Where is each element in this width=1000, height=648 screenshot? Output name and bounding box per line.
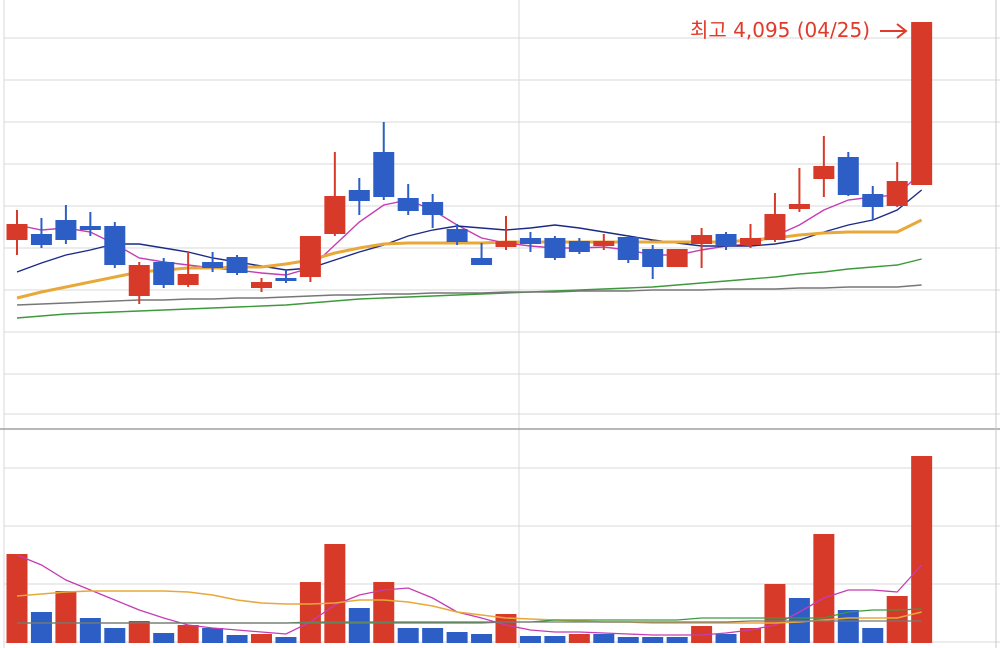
volume-bar: [128, 621, 150, 643]
volume-bar: [740, 628, 761, 643]
candle-body: [617, 237, 639, 260]
volume-bar: [422, 628, 444, 643]
candle-body: [691, 235, 713, 244]
volume-ma-line: [17, 620, 922, 624]
volume-ma-line: [16, 554, 923, 636]
volume-bar: [446, 632, 468, 643]
candle-body: [251, 282, 272, 288]
candle-body: [55, 220, 77, 240]
candle-body: [226, 257, 248, 273]
volume-bar: [202, 628, 224, 643]
candle-body: [397, 198, 419, 211]
volume-bar: [593, 634, 615, 643]
candle-body: [79, 226, 101, 230]
volume-bar: [30, 612, 52, 643]
volume-bar: [471, 634, 493, 643]
volume-bar: [226, 635, 248, 643]
volume-bar: [519, 636, 541, 643]
volume-bar: [153, 633, 175, 643]
candle-body: [446, 229, 468, 242]
candle-body: [764, 214, 786, 240]
volume-bar: [544, 636, 566, 643]
volume-bar: [324, 544, 346, 643]
candle-body: [715, 234, 737, 246]
volume-bar: [813, 534, 835, 643]
volume-bar: [911, 456, 933, 643]
volume-bar: [348, 608, 370, 643]
candle-body: [471, 258, 493, 265]
candle-body: [202, 262, 224, 268]
candle-body: [422, 202, 444, 215]
candle-body: [30, 234, 52, 245]
candle-body: [177, 274, 199, 285]
candle-body: [128, 265, 150, 296]
candle-body: [519, 238, 541, 244]
plot: [6, 22, 933, 643]
candle-body: [348, 190, 370, 201]
candle-body: [324, 196, 346, 234]
candle-body: [275, 278, 297, 281]
volume-bar: [837, 610, 859, 643]
high-annotation: 최고 4,095 (04/25): [690, 18, 870, 42]
price-ma-line: [16, 258, 922, 319]
price-ma-line: [16, 189, 923, 273]
volume-bar: [275, 637, 297, 643]
candle-body: [568, 241, 590, 252]
candle-body: [837, 157, 859, 195]
volume-bar: [79, 618, 101, 643]
candle-body: [6, 224, 28, 240]
annotation-arrow: [880, 23, 908, 39]
candle-body: [788, 204, 810, 209]
volume-bar: [373, 582, 395, 643]
candle-body: [666, 249, 688, 267]
candle-body: [862, 194, 884, 207]
volume-bar: [177, 625, 199, 643]
volume-bar: [862, 628, 884, 643]
candle-body: [593, 241, 615, 246]
candle-body: [544, 238, 566, 258]
candle-body: [495, 241, 517, 247]
volume-bar: [55, 591, 77, 643]
candle-body: [886, 181, 908, 206]
price-ma-line: [16, 284, 922, 306]
candle-body: [373, 152, 395, 197]
volume-bar: [397, 628, 419, 643]
candle-body: [911, 22, 933, 185]
volume-ma-line: [16, 590, 922, 624]
volume-bar: [495, 614, 517, 643]
candle-body: [299, 236, 321, 277]
volume-bar: [715, 634, 737, 643]
volume-bar: [617, 637, 639, 643]
volume-bar: [642, 637, 664, 643]
volume-bar: [568, 634, 590, 643]
volume-bar: [104, 628, 126, 643]
volume-bar: [299, 582, 321, 643]
candle-body: [104, 226, 126, 265]
candle-body: [153, 262, 175, 285]
volume-bar: [6, 554, 28, 643]
candle-body: [813, 166, 835, 179]
volume-bar: [666, 637, 688, 643]
volume-bar: [251, 634, 272, 643]
candle-body: [642, 249, 664, 267]
price-ma-line: [16, 171, 923, 276]
volume-bar: [886, 596, 908, 643]
candle-body: [740, 238, 761, 245]
volume-bar: [764, 584, 786, 643]
